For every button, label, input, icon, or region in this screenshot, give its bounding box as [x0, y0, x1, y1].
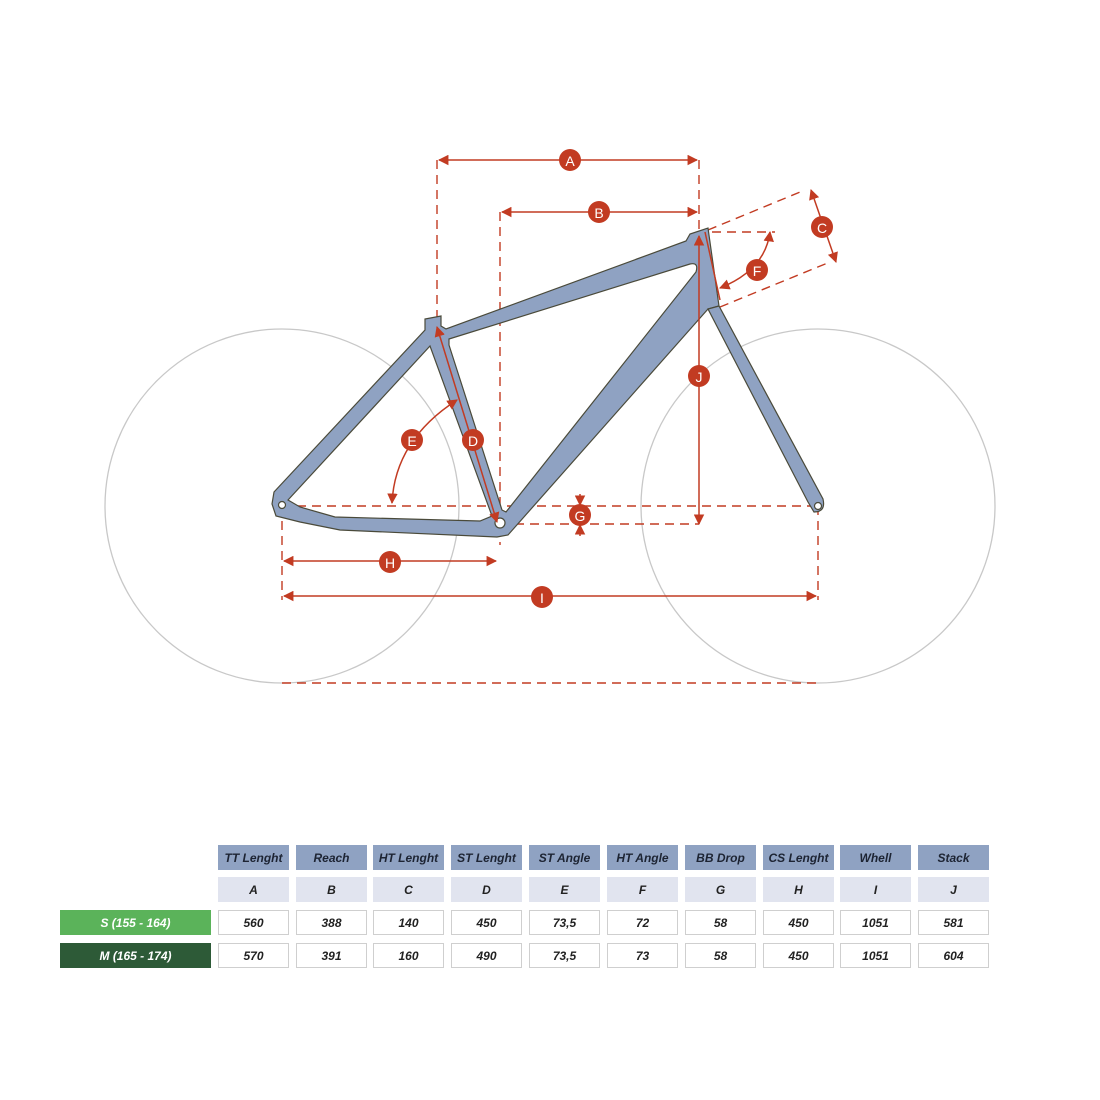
table-cell: 570: [218, 943, 289, 968]
column-header: Whell: [840, 845, 911, 870]
column-header: ST Lenght: [451, 845, 522, 870]
dimension-labels: A B C D E F G H I J: [379, 149, 833, 608]
label-b: B: [588, 201, 610, 223]
svg-text:E: E: [407, 433, 416, 449]
table-cell: 73,5: [529, 943, 600, 968]
label-f: F: [746, 259, 768, 281]
bike-frame: [271, 227, 825, 538]
svg-text:I: I: [540, 590, 544, 606]
fork: [707, 305, 825, 513]
svg-text:B: B: [594, 205, 603, 221]
table-cell: 490: [451, 943, 522, 968]
table-cell: 450: [763, 943, 834, 968]
column-letter: E: [529, 877, 600, 902]
column-letter: B: [296, 877, 367, 902]
table-cell: 160: [373, 943, 444, 968]
svg-text:G: G: [575, 508, 586, 524]
column-letter: C: [373, 877, 444, 902]
column-header: CS Lenght: [763, 845, 834, 870]
table-cell: 581: [918, 910, 989, 935]
column-header: Reach: [296, 845, 367, 870]
bike-geometry-diagram: A B C D E F G H I J: [104, 149, 996, 684]
column-letter: G: [685, 877, 756, 902]
column-letter: F: [607, 877, 678, 902]
size-label: M (165 - 174): [60, 943, 211, 968]
front-wheel: [640, 328, 996, 684]
label-e: E: [401, 429, 423, 451]
column-header: Stack: [918, 845, 989, 870]
column-letter: I: [840, 877, 911, 902]
column-header: ST Angle: [529, 845, 600, 870]
table-cell: 604: [918, 943, 989, 968]
table-cell: 73: [607, 943, 678, 968]
column-letter: D: [451, 877, 522, 902]
table-cell: 1051: [840, 910, 911, 935]
table-cell: 450: [451, 910, 522, 935]
table-cell: 391: [296, 943, 367, 968]
column-header: TT Lenght: [218, 845, 289, 870]
label-h: H: [379, 551, 401, 573]
svg-text:J: J: [696, 369, 703, 385]
svg-text:H: H: [385, 555, 395, 571]
table-cell: 140: [373, 910, 444, 935]
table-cell: 58: [685, 943, 756, 968]
table-cell: 72: [607, 910, 678, 935]
svg-text:A: A: [565, 153, 575, 169]
svg-text:F: F: [753, 263, 762, 279]
label-c: C: [811, 216, 833, 238]
size-label: S (155 - 164): [60, 910, 211, 935]
table-cell: 58: [685, 910, 756, 935]
table-cell: 560: [218, 910, 289, 935]
table-cell: 73,5: [529, 910, 600, 935]
table-cell: 450: [763, 910, 834, 935]
column-letter: J: [918, 877, 989, 902]
label-j: J: [688, 365, 710, 387]
column-letter: A: [218, 877, 289, 902]
column-header: HT Lenght: [373, 845, 444, 870]
label-a: A: [559, 149, 581, 171]
column-header: BB Drop: [685, 845, 756, 870]
label-g: G: [569, 504, 591, 526]
label-d: D: [462, 429, 484, 451]
label-i: I: [531, 586, 553, 608]
column-letter: H: [763, 877, 834, 902]
svg-text:D: D: [468, 433, 478, 449]
table-cell: 388: [296, 910, 367, 935]
svg-text:C: C: [817, 220, 827, 236]
table-cell: 1051: [840, 943, 911, 968]
column-header: HT Angle: [607, 845, 678, 870]
